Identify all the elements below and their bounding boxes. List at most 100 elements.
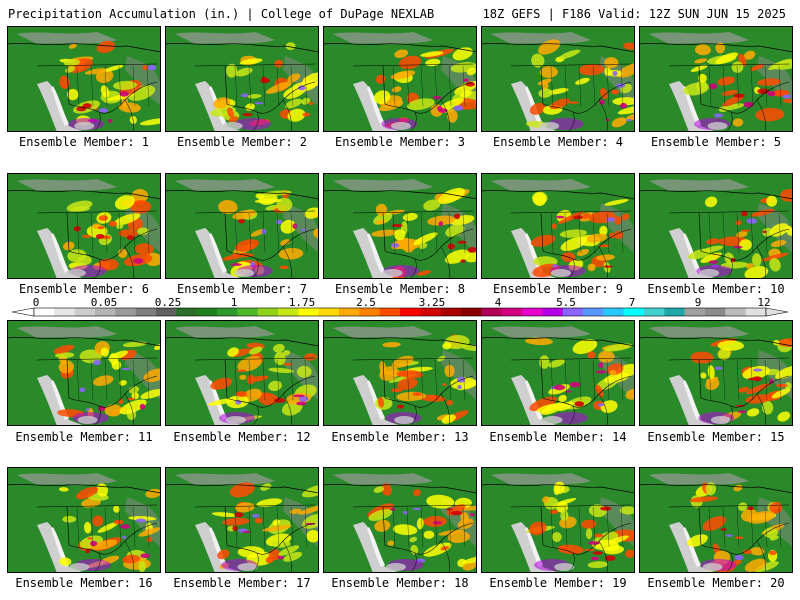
precip-map-graphic [7,26,161,132]
ensemble-member-map [323,173,477,279]
precip-map-graphic [323,173,477,279]
colorbar-right-arrow [765,307,789,317]
ensemble-member-caption: Ensemble Member: 2 [176,135,308,149]
ensemble-member-map [481,173,635,279]
ensemble-member-caption: Ensemble Member: 16 [15,576,153,590]
colorbar-swatch [745,308,767,316]
precip-map-graphic [323,26,477,132]
ensemble-member-caption: Ensemble Member: 10 [647,282,785,296]
ensemble-member-map [7,320,161,426]
colorbar-swatch [440,308,462,316]
colorbar-swatch [522,308,543,316]
ensemble-member-map [165,26,319,132]
precip-map-graphic [639,173,793,279]
colorbar-swatch [420,308,441,316]
colorbar-tick-label: 0 [32,296,40,309]
colorbar-swatch [461,308,482,316]
ensemble-member-map [165,173,319,279]
ensemble-member-map [639,320,793,426]
ensemble-member-map [481,467,635,573]
colorbar-swatch [481,308,502,316]
precip-map-graphic [165,26,319,132]
ensemble-member-map [639,173,793,279]
precip-map-graphic [639,320,793,426]
colorbar-tick-label: 3.25 [418,296,446,309]
ensemble-member-caption: Ensemble Member: 12 [173,430,311,444]
ensemble-member-caption: Ensemble Member: 4 [492,135,624,149]
colorbar-swatch [74,308,96,316]
ensemble-member-caption: Ensemble Member: 18 [331,576,469,590]
ensemble-member-caption: Ensemble Member: 7 [176,282,308,296]
colorbar-swatch [359,308,380,316]
colorbar-swatch [684,308,706,316]
colorbar-swatch [278,308,299,316]
colorbar-tick-label: 4 [494,296,502,309]
precip-colorbar [11,307,789,317]
ensemble-member-map [481,320,635,426]
colorbar-swatch [257,308,279,316]
colorbar-swatch [705,308,726,316]
colorbar-tick-label: 5.5 [556,296,576,309]
page-title-left: Precipitation Accumulation (in.) | Colle… [8,7,435,21]
colorbar-tick-label: 9 [694,296,702,309]
precip-map-graphic [165,320,319,426]
ensemble-member-caption: Ensemble Member: 1 [18,135,150,149]
ensemble-member-caption: Ensemble Member: 13 [331,430,469,444]
colorbar-swatch [156,308,177,316]
colorbar-tick-label: 0.05 [90,296,118,309]
ensemble-member-caption: Ensemble Member: 20 [647,576,785,590]
colorbar-swatch [562,308,584,316]
colorbar-tick-label: 1.75 [288,296,316,309]
ensemble-member-map [481,26,635,132]
colorbar-tick-label: 12 [757,296,771,309]
ensemble-member-map [7,26,161,132]
colorbar-swatch [583,308,604,316]
ensemble-member-caption: Ensemble Member: 15 [647,430,785,444]
colorbar-swatch [725,308,746,316]
ensemble-member-map [639,467,793,573]
page-title-right: 18Z GEFS | F186 Valid: 12Z SUN JUN 15 20… [482,7,786,21]
ensemble-member-map [639,26,793,132]
colorbar-swatch [95,308,116,316]
colorbar-swatch [318,308,340,316]
ensemble-member-caption: Ensemble Member: 5 [650,135,782,149]
ensemble-member-map [165,320,319,426]
ensemble-member-caption: Ensemble Member: 6 [18,282,150,296]
colorbar-swatch [623,308,645,316]
colorbar-swatch [298,308,319,316]
ensemble-member-map [165,467,319,573]
colorbar-swatch [664,308,685,316]
precip-map-graphic [481,26,635,132]
ensemble-member-caption: Ensemble Member: 8 [334,282,466,296]
precip-map-graphic [323,467,477,573]
colorbar-swatch [237,308,258,316]
precip-map-graphic [639,26,793,132]
colorbar-swatch [135,308,157,316]
colorbar-swatch [644,308,665,316]
colorbar-swatch [379,308,401,316]
precip-map-graphic [7,173,161,279]
colorbar-swatch [542,308,563,316]
colorbar-swatch [217,308,238,316]
ensemble-member-map [7,467,161,573]
ensemble-member-caption: Ensemble Member: 3 [334,135,466,149]
ensemble-member-caption: Ensemble Member: 14 [489,430,627,444]
colorbar-swatch [54,308,75,316]
ensemble-member-caption: Ensemble Member: 9 [492,282,624,296]
precip-map-graphic [481,467,635,573]
precip-map-graphic [481,173,635,279]
ensemble-member-map [323,26,477,132]
colorbar-swatch [176,308,197,316]
colorbar-tick-label: 1 [230,296,238,309]
precip-map-graphic [7,467,161,573]
precip-map-graphic [639,467,793,573]
ensemble-member-map [323,467,477,573]
colorbar-swatch [603,308,624,316]
colorbar-swatch [196,308,218,316]
precip-map-graphic [481,320,635,426]
precip-map-graphic [165,467,319,573]
ensemble-member-caption: Ensemble Member: 19 [489,576,627,590]
precip-map-graphic [7,320,161,426]
colorbar-swatch [339,308,360,316]
